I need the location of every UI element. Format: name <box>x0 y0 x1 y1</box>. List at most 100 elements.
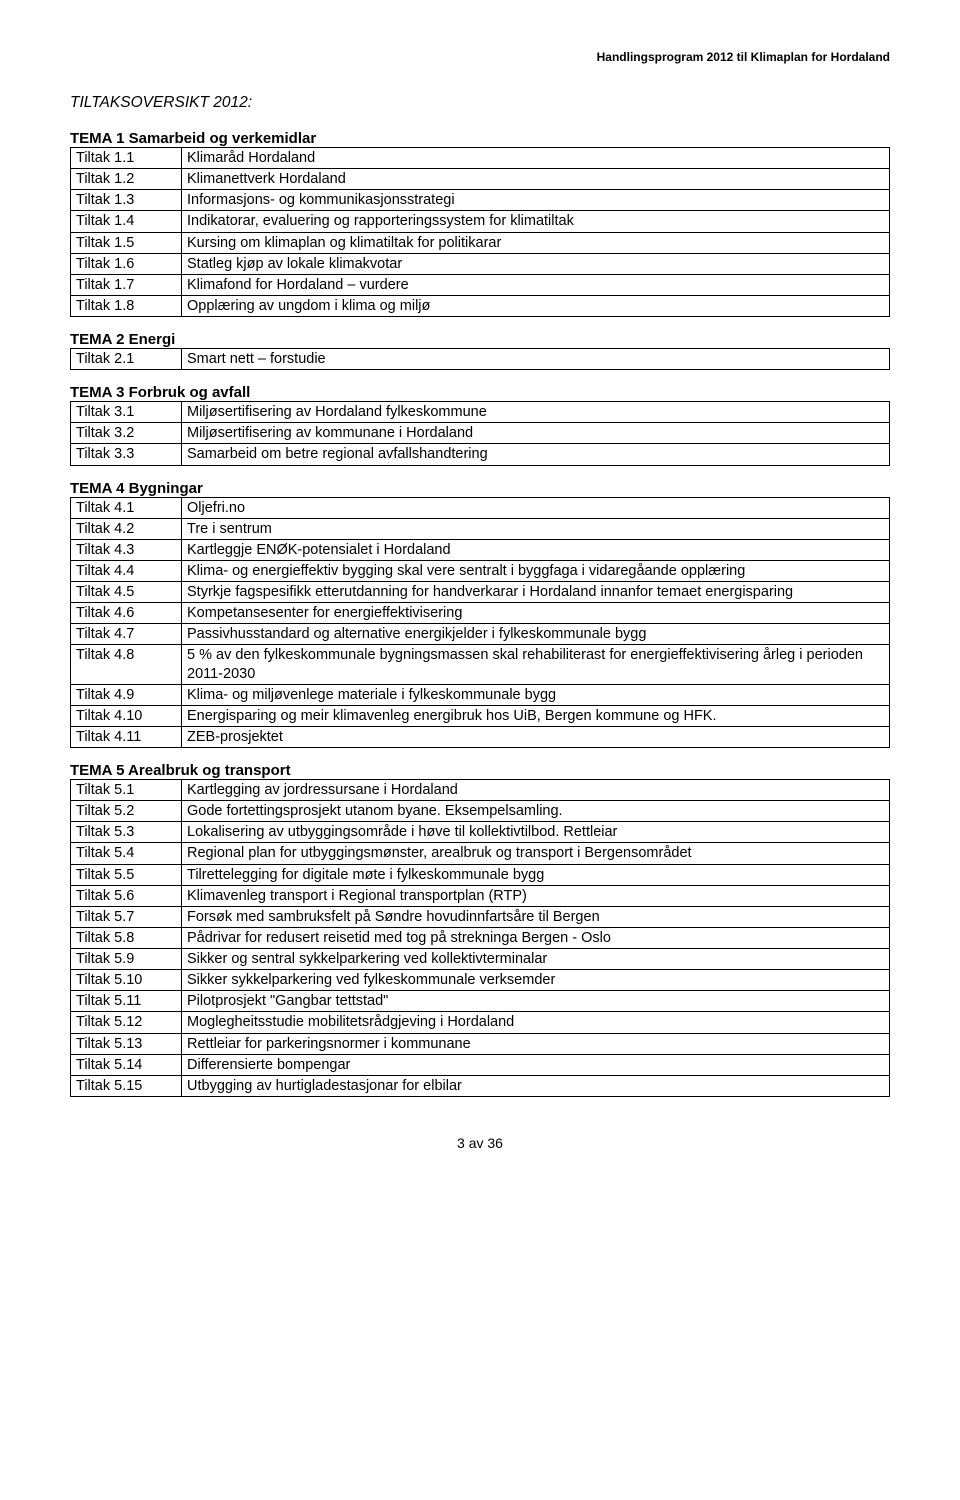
tiltak-id: Tiltak 5.2 <box>71 801 182 822</box>
section-title: TEMA 2 Energi <box>70 331 890 348</box>
tiltak-text: Rettleiar for parkeringsnormer i kommuna… <box>182 1033 890 1054</box>
tiltak-id: Tiltak 5.5 <box>71 864 182 885</box>
tiltak-text: Differensierte bompengar <box>182 1054 890 1075</box>
tiltak-text: Energisparing og meir klimavenleg energi… <box>182 705 890 726</box>
table-row: Tiltak 1.8Opplæring av ungdom i klima og… <box>71 295 890 316</box>
table-row: Tiltak 5.8Pådrivar for redusert reisetid… <box>71 927 890 948</box>
tiltak-text: Informasjons- og kommunikasjonsstrategi <box>182 190 890 211</box>
tiltak-id: Tiltak 1.7 <box>71 274 182 295</box>
tiltak-id: Tiltak 3.3 <box>71 444 182 465</box>
sections-container: TEMA 1 Samarbeid og verkemidlarTiltak 1.… <box>70 130 890 1097</box>
tiltak-text: Klima- og miljøvenlege materiale i fylke… <box>182 684 890 705</box>
tiltak-id: Tiltak 3.1 <box>71 402 182 423</box>
table-row: Tiltak 4.2Tre i sentrum <box>71 518 890 539</box>
table-row: Tiltak 4.5Styrkje fagspesifikk etterutda… <box>71 582 890 603</box>
table-row: Tiltak 1.6Statleg kjøp av lokale klimakv… <box>71 253 890 274</box>
tiltak-id: Tiltak 4.3 <box>71 539 182 560</box>
tiltak-id: Tiltak 4.1 <box>71 497 182 518</box>
tiltak-text: Kartlegging av jordressursane i Hordalan… <box>182 780 890 801</box>
table-row: Tiltak 4.10Energisparing og meir klimave… <box>71 705 890 726</box>
document-header-right: Handlingsprogram 2012 til Klimaplan for … <box>70 50 890 64</box>
table-row: Tiltak 4.7Passivhusstandard og alternati… <box>71 624 890 645</box>
section-title: TEMA 4 Bygningar <box>70 480 890 497</box>
table-row: Tiltak 5.6Klimavenleg transport i Region… <box>71 885 890 906</box>
tiltak-text: Forsøk med sambruksfelt på Søndre hovudi… <box>182 906 890 927</box>
table-row: Tiltak 4.85 % av den fylkeskommunale byg… <box>71 645 890 684</box>
page-footer: 3 av 36 <box>70 1135 890 1151</box>
tiltak-text: Samarbeid om betre regional avfallshandt… <box>182 444 890 465</box>
tiltak-text: Passivhusstandard og alternative energik… <box>182 624 890 645</box>
tiltak-id: Tiltak 5.8 <box>71 927 182 948</box>
tiltak-id: Tiltak 5.9 <box>71 949 182 970</box>
table-row: Tiltak 5.4Regional plan for utbyggingsmø… <box>71 843 890 864</box>
tiltak-text: Kompetansesenter for energieffektiviseri… <box>182 603 890 624</box>
tiltak-text: Statleg kjøp av lokale klimakvotar <box>182 253 890 274</box>
tiltak-text: ZEB-prosjektet <box>182 726 890 747</box>
tiltak-table: Tiltak 5.1Kartlegging av jordressursane … <box>70 779 890 1097</box>
tiltak-text: Utbygging av hurtigladestasjonar for elb… <box>182 1075 890 1096</box>
tiltak-id: Tiltak 4.11 <box>71 726 182 747</box>
tiltak-text: Sikker og sentral sykkelparkering ved ko… <box>182 949 890 970</box>
tiltak-table: Tiltak 2.1Smart nett – forstudie <box>70 348 890 370</box>
tiltak-id: Tiltak 4.4 <box>71 560 182 581</box>
table-row: Tiltak 4.3Kartleggje ENØK-potensialet i … <box>71 539 890 560</box>
tiltak-id: Tiltak 1.1 <box>71 148 182 169</box>
table-row: Tiltak 4.9Klima- og miljøvenlege materia… <box>71 684 890 705</box>
table-row: Tiltak 1.7Klimafond for Hordaland – vurd… <box>71 274 890 295</box>
tiltak-id: Tiltak 4.6 <box>71 603 182 624</box>
tiltak-text: Styrkje fagspesifikk etterutdanning for … <box>182 582 890 603</box>
tiltak-text: Klimaråd Hordaland <box>182 148 890 169</box>
table-row: Tiltak 1.5Kursing om klimaplan og klimat… <box>71 232 890 253</box>
tiltak-id: Tiltak 5.6 <box>71 885 182 906</box>
tiltak-table: Tiltak 3.1Miljøsertifisering av Hordalan… <box>70 401 890 465</box>
table-row: Tiltak 4.6Kompetansesenter for energieff… <box>71 603 890 624</box>
table-row: Tiltak 5.5Tilrettelegging for digitale m… <box>71 864 890 885</box>
tiltak-id: Tiltak 4.8 <box>71 645 182 684</box>
tiltak-text: Klima- og energieffektiv bygging skal ve… <box>182 560 890 581</box>
table-row: Tiltak 5.7Forsøk med sambruksfelt på Søn… <box>71 906 890 927</box>
table-row: Tiltak 1.1Klimaråd Hordaland <box>71 148 890 169</box>
tiltak-text: Klimafond for Hordaland – vurdere <box>182 274 890 295</box>
table-row: Tiltak 4.4Klima- og energieffektiv byggi… <box>71 560 890 581</box>
table-row: Tiltak 5.2Gode fortettingsprosjekt utano… <box>71 801 890 822</box>
tiltak-text: Sikker sykkelparkering ved fylkeskommuna… <box>182 970 890 991</box>
tiltak-text: Oljefri.no <box>182 497 890 518</box>
table-row: Tiltak 1.3Informasjons- og kommunikasjon… <box>71 190 890 211</box>
tiltak-text: Pådrivar for redusert reisetid med tog p… <box>182 927 890 948</box>
tiltak-id: Tiltak 1.2 <box>71 169 182 190</box>
table-row: Tiltak 1.2Klimanettverk Hordaland <box>71 169 890 190</box>
tiltak-text: Pilotprosjekt "Gangbar tettstad" <box>182 991 890 1012</box>
tiltak-text: Lokalisering av utbyggingsområde i høve … <box>182 822 890 843</box>
tiltak-id: Tiltak 4.9 <box>71 684 182 705</box>
tiltak-id: Tiltak 4.2 <box>71 518 182 539</box>
tiltak-id: Tiltak 2.1 <box>71 349 182 370</box>
tiltak-text: Miljøsertifisering av kommunane i Hordal… <box>182 423 890 444</box>
tiltak-text: 5 % av den fylkeskommunale bygningsmasse… <box>182 645 890 684</box>
tiltak-text: Tre i sentrum <box>182 518 890 539</box>
table-row: Tiltak 3.1Miljøsertifisering av Hordalan… <box>71 402 890 423</box>
tiltak-text: Kursing om klimaplan og klimatiltak for … <box>182 232 890 253</box>
tiltak-id: Tiltak 5.12 <box>71 1012 182 1033</box>
tiltak-text: Regional plan for utbyggingsmønster, are… <box>182 843 890 864</box>
tiltak-id: Tiltak 5.10 <box>71 970 182 991</box>
tiltak-id: Tiltak 3.2 <box>71 423 182 444</box>
tiltak-text: Indikatorar, evaluering og rapporterings… <box>182 211 890 232</box>
tiltak-id: Tiltak 4.7 <box>71 624 182 645</box>
page-title: TILTAKSOVERSIKT 2012: <box>70 94 890 112</box>
table-row: Tiltak 1.4Indikatorar, evaluering og rap… <box>71 211 890 232</box>
tiltak-text: Klimanettverk Hordaland <box>182 169 890 190</box>
table-row: Tiltak 5.15Utbygging av hurtigladestasjo… <box>71 1075 890 1096</box>
tiltak-id: Tiltak 5.7 <box>71 906 182 927</box>
tiltak-id: Tiltak 5.13 <box>71 1033 182 1054</box>
table-row: Tiltak 5.9Sikker og sentral sykkelparker… <box>71 949 890 970</box>
tiltak-text: Klimavenleg transport i Regional transpo… <box>182 885 890 906</box>
section-title: TEMA 3 Forbruk og avfall <box>70 384 890 401</box>
section-title: TEMA 1 Samarbeid og verkemidlar <box>70 130 890 147</box>
table-row: Tiltak 2.1Smart nett – forstudie <box>71 349 890 370</box>
tiltak-id: Tiltak 1.8 <box>71 295 182 316</box>
tiltak-text: Moglegheitsstudie mobilitetsrådgjeving i… <box>182 1012 890 1033</box>
tiltak-id: Tiltak 5.4 <box>71 843 182 864</box>
tiltak-id: Tiltak 5.3 <box>71 822 182 843</box>
tiltak-id: Tiltak 1.4 <box>71 211 182 232</box>
table-row: Tiltak 5.13Rettleiar for parkeringsnorme… <box>71 1033 890 1054</box>
